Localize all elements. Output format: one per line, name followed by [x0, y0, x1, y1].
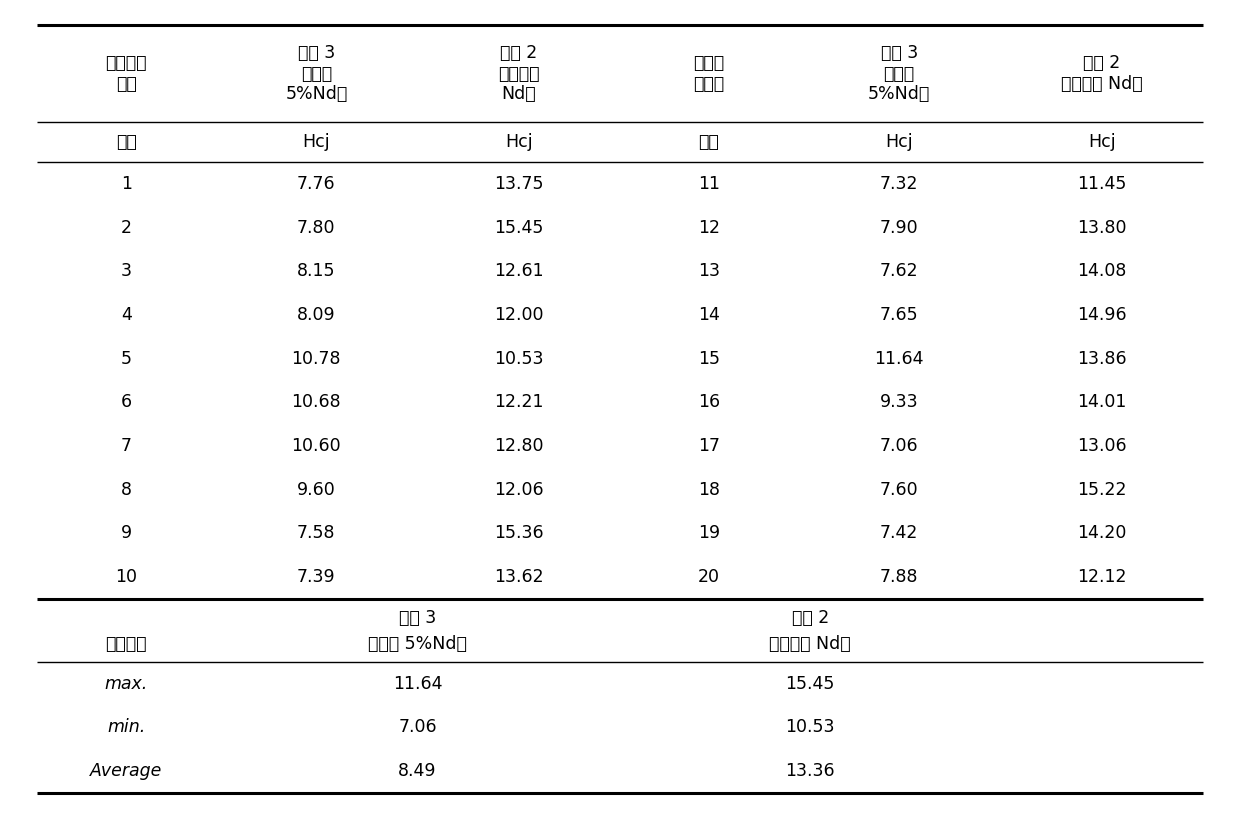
- Text: 14.01: 14.01: [1076, 393, 1126, 412]
- Text: 10: 10: [115, 568, 138, 586]
- Text: 6: 6: [120, 393, 131, 412]
- Text: 12.80: 12.80: [494, 437, 543, 455]
- Text: 7.62: 7.62: [880, 262, 919, 281]
- Text: 7.32: 7.32: [880, 175, 919, 193]
- Text: 14: 14: [698, 306, 720, 324]
- Text: 12.00: 12.00: [494, 306, 543, 324]
- Text: 7.06: 7.06: [880, 437, 919, 455]
- Text: 18: 18: [698, 480, 720, 499]
- Text: 13.86: 13.86: [1076, 349, 1126, 368]
- Text: 10.53: 10.53: [785, 718, 835, 737]
- Text: 11.64: 11.64: [393, 675, 443, 693]
- Text: 13.36: 13.36: [785, 762, 835, 780]
- Text: 13: 13: [698, 262, 720, 281]
- Text: 13.06: 13.06: [1076, 437, 1126, 455]
- Text: 15.22: 15.22: [1076, 480, 1126, 499]
- Text: 19: 19: [698, 524, 720, 543]
- Text: min.: min.: [107, 718, 145, 737]
- Text: 11: 11: [698, 175, 720, 193]
- Text: 14.20: 14.20: [1076, 524, 1126, 543]
- Text: 15: 15: [698, 349, 720, 368]
- Text: 成分添
加对比: 成分添 加对比: [693, 54, 724, 93]
- Text: （未添加 Nd）: （未添加 Nd）: [769, 635, 851, 654]
- Text: 序号: 序号: [115, 133, 136, 151]
- Text: 统计分析: 统计分析: [105, 635, 146, 654]
- Text: 8.49: 8.49: [398, 762, 436, 780]
- Text: 20: 20: [698, 568, 720, 586]
- Text: 7.60: 7.60: [880, 480, 919, 499]
- Text: 配方 2
（未添加 Nd）: 配方 2 （未添加 Nd）: [1060, 54, 1142, 93]
- Text: 3: 3: [120, 262, 131, 281]
- Text: 配方 3
（添加
5%Nd）: 配方 3 （添加 5%Nd）: [868, 44, 930, 103]
- Text: 10.68: 10.68: [291, 393, 341, 412]
- Text: 7.90: 7.90: [880, 218, 919, 237]
- Text: 12.21: 12.21: [494, 393, 543, 412]
- Text: 7.39: 7.39: [298, 568, 336, 586]
- Text: 14.08: 14.08: [1076, 262, 1126, 281]
- Text: 11.64: 11.64: [874, 349, 924, 368]
- Text: Hcj: Hcj: [885, 133, 913, 151]
- Text: 8: 8: [120, 480, 131, 499]
- Text: 13.80: 13.80: [1076, 218, 1126, 237]
- Text: 10.60: 10.60: [291, 437, 341, 455]
- Text: 12.06: 12.06: [494, 480, 543, 499]
- Text: 13.62: 13.62: [494, 568, 543, 586]
- Text: 15.45: 15.45: [494, 218, 543, 237]
- Text: 配方 3: 配方 3: [399, 609, 436, 627]
- Text: 7.80: 7.80: [298, 218, 336, 237]
- Text: max.: max.: [104, 675, 148, 693]
- Text: 配方 3
（添加
5%Nd）: 配方 3 （添加 5%Nd）: [285, 44, 347, 103]
- Text: 7: 7: [120, 437, 131, 455]
- Text: 12.61: 12.61: [494, 262, 543, 281]
- Text: 8.15: 8.15: [298, 262, 336, 281]
- Text: 8.09: 8.09: [298, 306, 336, 324]
- Text: 7.58: 7.58: [298, 524, 336, 543]
- Text: 序号: 序号: [698, 133, 719, 151]
- Text: 10.53: 10.53: [494, 349, 543, 368]
- Text: 7.88: 7.88: [880, 568, 919, 586]
- Text: Hcj: Hcj: [1087, 133, 1116, 151]
- Text: 4: 4: [120, 306, 131, 324]
- Text: 配方 2
（未添加
Nd）: 配方 2 （未添加 Nd）: [498, 44, 539, 103]
- Text: Hcj: Hcj: [303, 133, 330, 151]
- Text: 17: 17: [698, 437, 720, 455]
- Text: Average: Average: [91, 762, 162, 780]
- Text: 11.45: 11.45: [1076, 175, 1126, 193]
- Text: 16: 16: [698, 393, 720, 412]
- Text: （添加 5%Nd）: （添加 5%Nd）: [368, 635, 467, 654]
- Text: 7.06: 7.06: [398, 718, 436, 737]
- Text: 15.45: 15.45: [785, 675, 835, 693]
- Text: 1: 1: [120, 175, 131, 193]
- Text: 12.12: 12.12: [1076, 568, 1126, 586]
- Text: 配方 2: 配方 2: [791, 609, 828, 627]
- Text: 7.65: 7.65: [880, 306, 919, 324]
- Text: 2: 2: [120, 218, 131, 237]
- Text: 10.78: 10.78: [291, 349, 341, 368]
- Text: 9: 9: [120, 524, 131, 543]
- Text: 7.42: 7.42: [880, 524, 919, 543]
- Text: 7.76: 7.76: [298, 175, 336, 193]
- Text: 13.75: 13.75: [494, 175, 543, 193]
- Text: 成分添加
对比: 成分添加 对比: [105, 54, 146, 93]
- Text: 5: 5: [120, 349, 131, 368]
- Text: 12: 12: [698, 218, 720, 237]
- Text: 14.96: 14.96: [1076, 306, 1126, 324]
- Text: 15.36: 15.36: [494, 524, 543, 543]
- Text: 9.60: 9.60: [296, 480, 336, 499]
- Text: 9.33: 9.33: [880, 393, 919, 412]
- Text: Hcj: Hcj: [505, 133, 533, 151]
